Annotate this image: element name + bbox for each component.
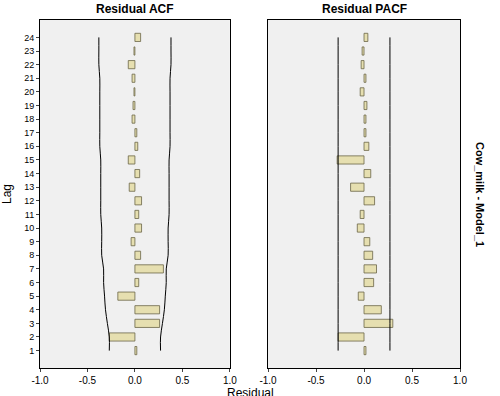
- svg-text:21: 21: [24, 73, 34, 83]
- svg-text:0.0: 0.0: [128, 375, 142, 386]
- svg-text:19: 19: [24, 101, 34, 111]
- svg-text:8: 8: [29, 250, 34, 260]
- svg-text:20: 20: [24, 87, 34, 97]
- svg-text:5: 5: [29, 291, 34, 301]
- svg-text:1.0: 1.0: [223, 375, 237, 386]
- svg-text:16: 16: [24, 141, 34, 151]
- svg-text:13: 13: [24, 182, 34, 192]
- svg-text:18: 18: [24, 114, 34, 124]
- svg-text:Residual PACF: Residual PACF: [322, 2, 407, 16]
- svg-text:Residual ACF: Residual ACF: [96, 2, 174, 16]
- svg-text:14: 14: [24, 169, 34, 179]
- svg-text:0.5: 0.5: [405, 375, 419, 386]
- svg-text:-1.0: -1.0: [31, 375, 49, 386]
- svg-text:4: 4: [29, 305, 34, 315]
- svg-text:Residual: Residual: [227, 386, 274, 396]
- svg-text:9: 9: [29, 237, 34, 247]
- svg-text:23: 23: [24, 46, 34, 56]
- svg-text:10: 10: [24, 223, 34, 233]
- svg-text:1.0: 1.0: [453, 375, 467, 386]
- svg-text:7: 7: [29, 264, 34, 274]
- svg-text:Cow_milk - Model_1: Cow_milk - Model_1: [474, 142, 486, 247]
- svg-text:22: 22: [24, 60, 34, 70]
- svg-text:1: 1: [29, 346, 34, 356]
- svg-text:15: 15: [24, 155, 34, 165]
- svg-text:-1.0: -1.0: [259, 375, 277, 386]
- svg-text:-0.5: -0.5: [79, 375, 97, 386]
- svg-text:2: 2: [29, 332, 34, 342]
- svg-text:0.0: 0.0: [357, 375, 371, 386]
- svg-text:12: 12: [24, 196, 34, 206]
- svg-text:3: 3: [29, 319, 34, 329]
- svg-text:6: 6: [29, 278, 34, 288]
- svg-text:-0.5: -0.5: [307, 375, 325, 386]
- svg-text:17: 17: [24, 128, 34, 138]
- svg-text:Lag: Lag: [0, 184, 14, 204]
- svg-text:11: 11: [25, 210, 34, 220]
- svg-text:24: 24: [24, 33, 34, 43]
- svg-text:0.5: 0.5: [175, 375, 189, 386]
